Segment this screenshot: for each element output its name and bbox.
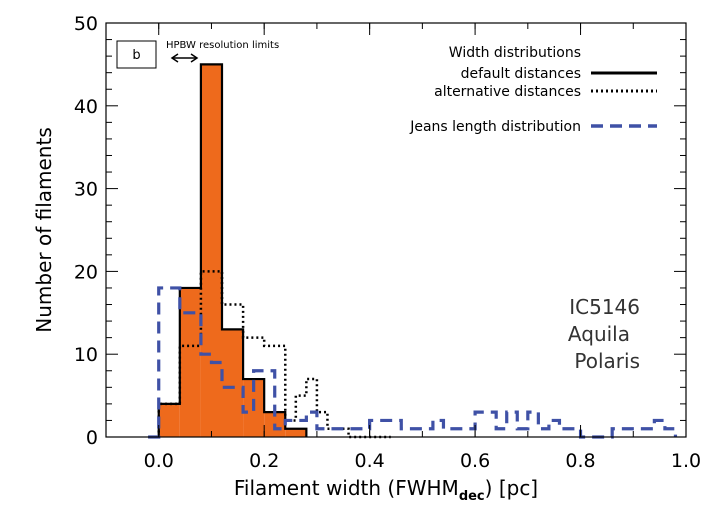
y-tick-label: 0 (86, 427, 98, 449)
x-axis-label-subscript: dec (459, 489, 485, 504)
x-tick-label: 1.0 (671, 450, 701, 472)
legend-title: Width distributions (449, 45, 581, 61)
x-tick-label: 0.8 (565, 450, 595, 472)
y-tick-label: 20 (74, 261, 98, 283)
x-tick-label: 0.0 (144, 450, 174, 472)
y-axis-label: Number of filaments (32, 127, 56, 332)
axis-ticks (105, 22, 687, 438)
y-tick-label: 50 (74, 13, 98, 35)
region-label-polaris: Polaris (574, 349, 640, 373)
hpbw-arrow-icon (170, 53, 199, 63)
hpbw-annotation-text: HPBW resolution limits (166, 40, 279, 51)
legend-alternative-label: alternative distances (434, 84, 581, 100)
x-tick-label: 0.6 (460, 450, 490, 472)
legend-jeans-label: Jeans length distribution (409, 119, 581, 135)
x-axis-label-tail: ) [pc] (485, 476, 538, 500)
x-axis-label: Filament width (FWHMdec) [pc] (234, 476, 538, 504)
panel-label: b (132, 48, 140, 63)
plot-frame (105, 22, 687, 438)
series-default-distances (157, 63, 308, 438)
bar-default-distances (158, 403, 180, 437)
hpbw-arrow-head-right (190, 53, 199, 63)
bar-default-distances (179, 287, 201, 437)
region-label-aquila: Aquila (568, 322, 630, 346)
x-tick-label: 0.4 (355, 450, 385, 472)
y-tick-label: 40 (74, 96, 98, 118)
bar-default-distances (222, 329, 244, 437)
hpbw-arrow-head-left (170, 53, 179, 63)
line-alternative-distances (148, 270, 391, 439)
region-label-ic5146: IC5146 (569, 295, 640, 319)
x-axis-label-main: Filament width (FWHM (234, 476, 459, 500)
x-tick-label: 0.2 (249, 450, 279, 472)
legend-default-label: default distances (461, 66, 581, 82)
axis-tick-labels: 0.0 0.2 0.4 0.6 0.8 1.0 0 10 20 30 40 50 (74, 13, 701, 472)
panel-label-box (116, 40, 157, 69)
series-alternative-distances (148, 270, 391, 439)
bar-default-distances (285, 428, 307, 437)
bar-default-distances (200, 64, 222, 438)
y-tick-label: 10 (74, 344, 98, 366)
y-tick-label: 30 (74, 179, 98, 201)
